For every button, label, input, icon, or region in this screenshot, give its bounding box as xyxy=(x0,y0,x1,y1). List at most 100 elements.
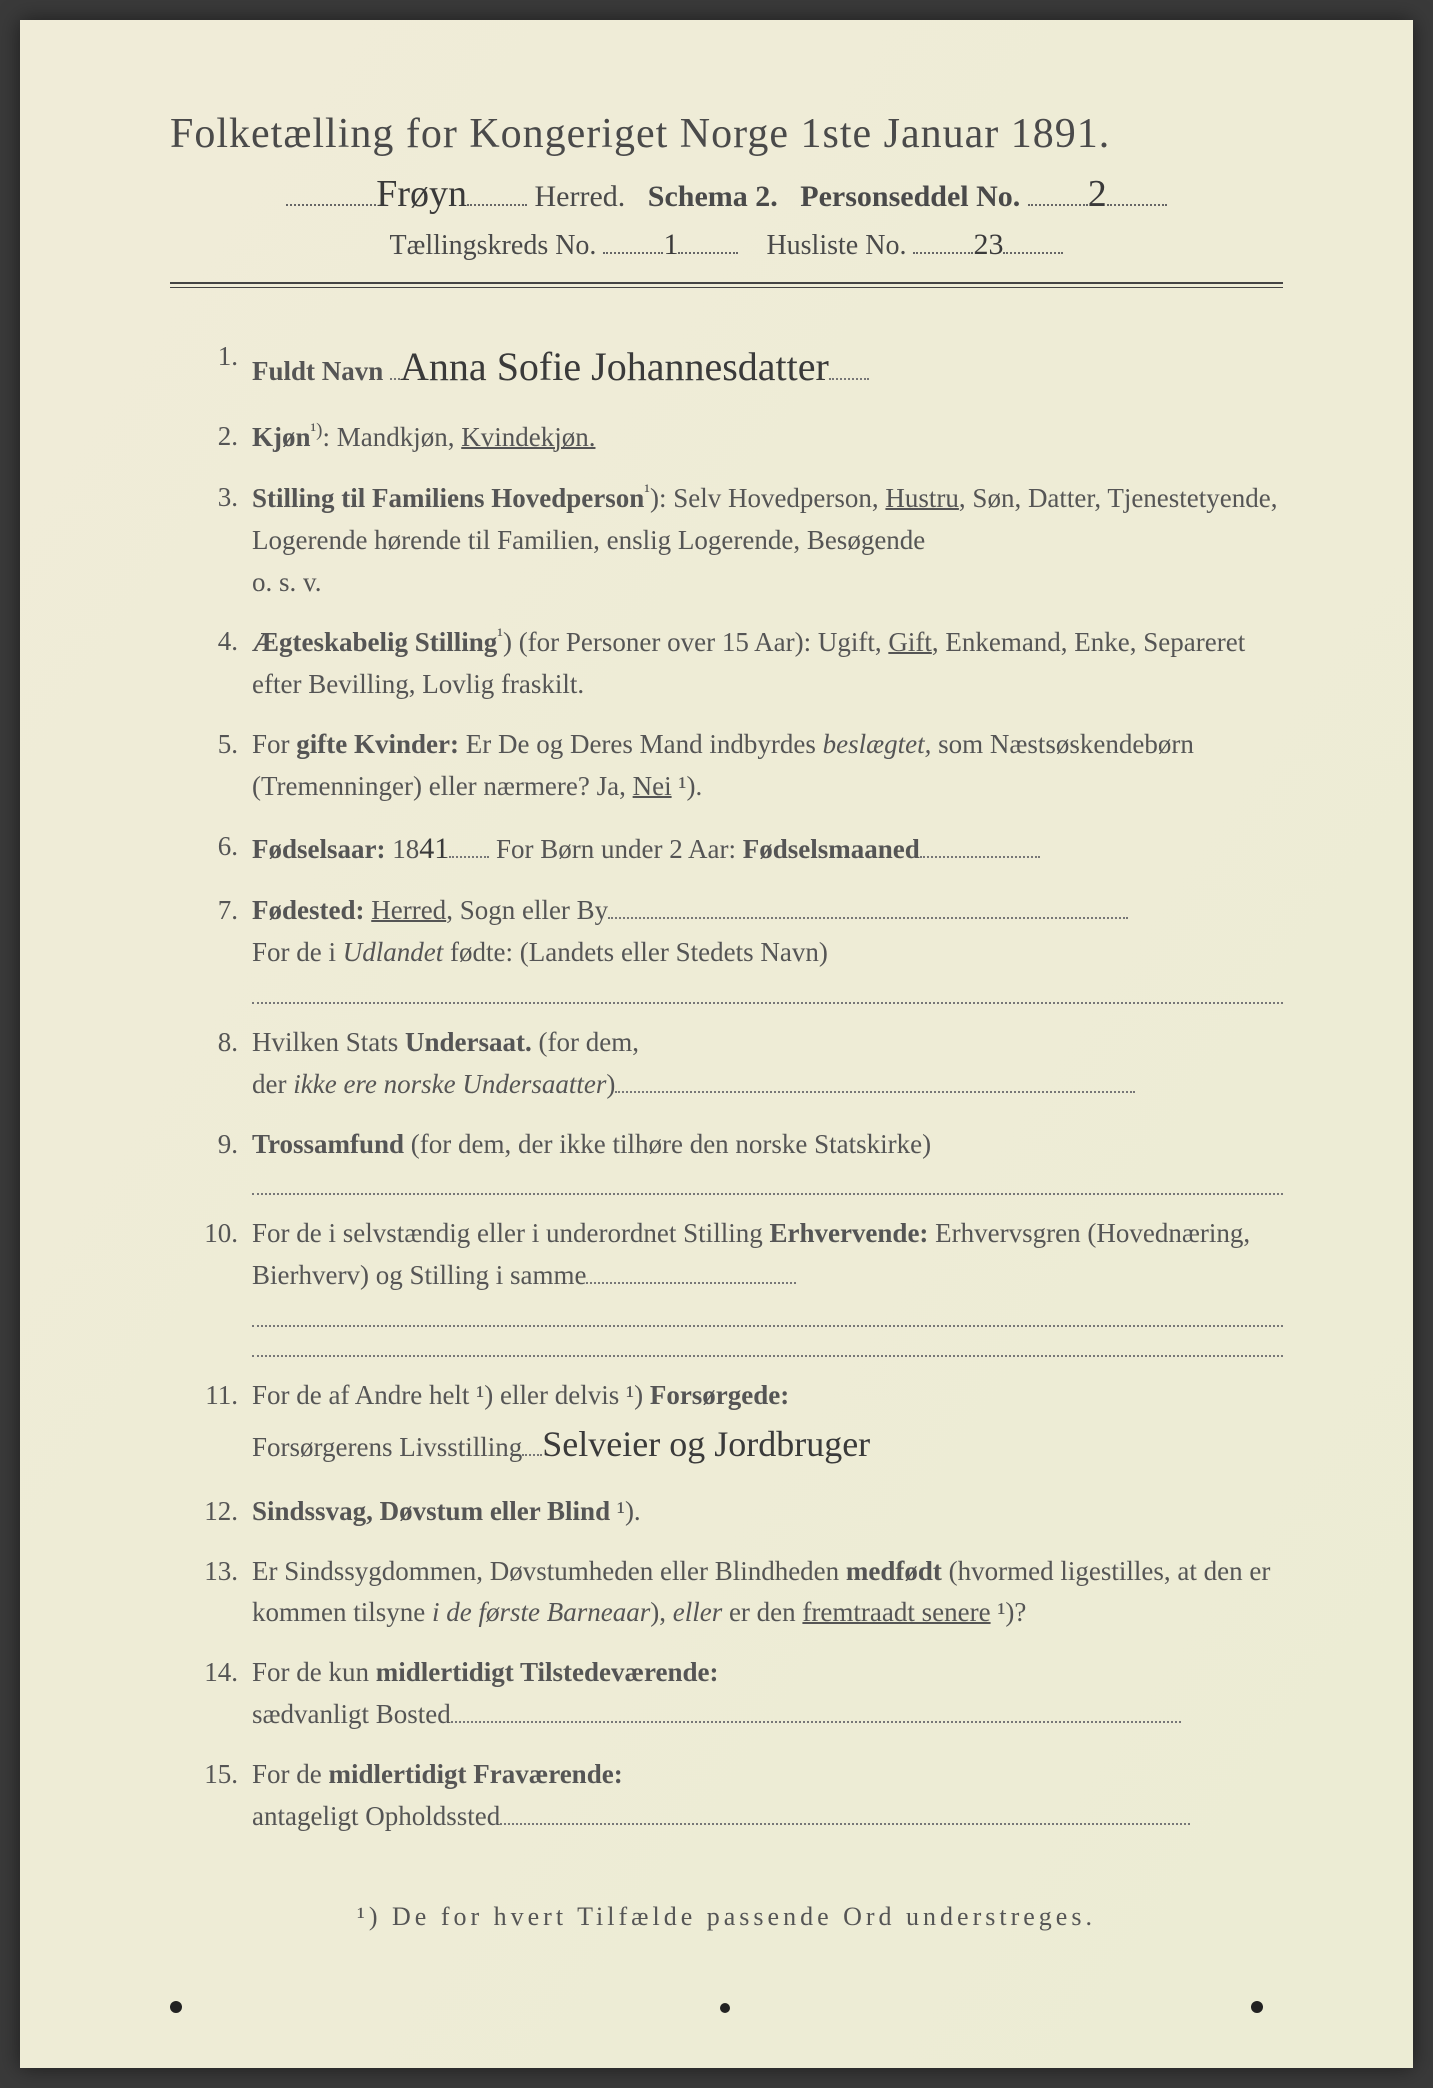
kreds-no-handwriting: 1 xyxy=(663,228,678,261)
q4-gift: Gift xyxy=(888,627,932,657)
q13-g: er den xyxy=(722,1597,802,1627)
q2-kvindekjon: Kvindekjøn. xyxy=(461,422,595,452)
q6-b: 18 xyxy=(385,834,419,864)
q13-h: fremtraadt senere xyxy=(802,1597,990,1627)
dots xyxy=(913,226,973,254)
q13-e: ), xyxy=(650,1597,673,1627)
q6-year-handwriting: 41 xyxy=(419,832,449,865)
q5-a: For xyxy=(252,729,296,759)
form-body: Fuldt Navn Anna Sofie Johannesdatter Kjø… xyxy=(170,336,1283,1838)
q8-b: Undersaat. xyxy=(405,1027,532,1057)
q14-b: midlertidigt Tilstedeværende: xyxy=(376,1657,719,1687)
dots xyxy=(449,856,489,858)
item-1: Fuldt Navn Anna Sofie Johannesdatter xyxy=(190,336,1283,398)
subtitle-row-1: Frøyn Herred. Schema 2. Personseddel No.… xyxy=(170,172,1283,216)
q2-text-a: : Mandkjøn, xyxy=(322,422,461,452)
q13-d: i de første Barneaar xyxy=(432,1597,650,1627)
q3-osv: o. s. v. xyxy=(252,567,322,597)
hole-mark-icon xyxy=(170,2001,182,2013)
q13-a: Er Sindssygdommen, Døvstumheden eller Bl… xyxy=(252,1556,846,1586)
dots xyxy=(615,1091,1135,1093)
q11-c: Forsørgerens Livsstilling xyxy=(252,1432,522,1462)
census-form-page: Folketælling for Kongeriget Norge 1ste J… xyxy=(20,20,1413,2068)
q12-b: ¹). xyxy=(610,1496,641,1526)
herred-label: Herred. xyxy=(535,180,626,213)
item-4: Ægteskabelig Stilling¹) (for Personer ov… xyxy=(190,621,1283,706)
dotted-line xyxy=(252,1325,1283,1327)
husliste-label: Husliste No. xyxy=(766,230,906,261)
q5-d: beslægtet, xyxy=(823,729,932,759)
q8-e: ikke ere norske Undersaatter xyxy=(293,1069,606,1099)
q14-a: For de kun xyxy=(252,1657,376,1687)
item-11: For de af Andre helt ¹) eller delvis ¹) … xyxy=(190,1375,1283,1473)
dots xyxy=(603,226,663,254)
item-13: Er Sindssygdommen, Døvstumheden eller Bl… xyxy=(190,1551,1283,1635)
q4-label: Ægteskabelig Stilling xyxy=(252,627,497,657)
q7-d: Udlandet xyxy=(343,937,444,967)
schema-label: Schema 2. xyxy=(648,180,778,213)
footnote-section: ¹) De for hvert Tilfælde passende Ord un… xyxy=(170,1878,1283,1932)
q10-a: For de i selvstændig eller i underordnet… xyxy=(252,1218,769,1248)
q13-f: eller xyxy=(673,1597,722,1627)
item-6: Fødselsaar: 1841 For Børn under 2 Aar: F… xyxy=(190,826,1283,873)
q5-f: ¹). xyxy=(672,771,703,801)
q11-b: Forsørgede: xyxy=(650,1380,789,1410)
q13-i: ¹)? xyxy=(991,1597,1027,1627)
q6-a: Fødselsaar: xyxy=(252,834,385,864)
subtitle-row-2: Tællingskreds No. 1 Husliste No. 23 xyxy=(170,226,1283,262)
q14-c: sædvanligt Bosted xyxy=(252,1699,451,1729)
dots xyxy=(522,1454,542,1456)
item-15: For de midlertidigt Fraværende: antageli… xyxy=(190,1754,1283,1838)
superscript: ¹) xyxy=(311,420,323,441)
q8-f: ) xyxy=(606,1069,615,1099)
dots xyxy=(286,176,376,206)
personseddel-no-handwriting: 2 xyxy=(1088,172,1107,216)
item-3: Stilling til Familiens Hovedperson¹): Se… xyxy=(190,477,1283,604)
q6-d: Fødselsmaaned xyxy=(743,834,920,864)
q7-e: fødte: (Landets eller Stedets Navn) xyxy=(443,937,828,967)
q5-nei: Nei xyxy=(633,771,672,801)
q5-c: Er De og Deres Mand indbyrdes xyxy=(459,729,823,759)
q3-hustru: Hustru xyxy=(885,483,959,513)
personseddel-label: Personseddel No. xyxy=(800,180,1020,213)
q5-b: gifte Kvinder: xyxy=(296,729,459,759)
dots xyxy=(467,176,527,206)
kreds-label: Tællingskreds No. xyxy=(390,230,597,261)
item-10: For de i selvstændig eller i underordnet… xyxy=(190,1213,1283,1357)
hole-mark-icon xyxy=(720,2003,730,2013)
q9-a: Trossamfund xyxy=(252,1129,404,1159)
q1-label: Fuldt Navn xyxy=(252,356,383,386)
q6-c: For Børn under 2 Aar: xyxy=(489,834,742,864)
question-list: Fuldt Navn Anna Sofie Johannesdatter Kjø… xyxy=(190,336,1283,1838)
item-8: Hvilken Stats Undersaat. (for dem, der i… xyxy=(190,1022,1283,1106)
q7-b: , Sogn eller By xyxy=(446,895,608,925)
dots xyxy=(829,378,869,380)
q8-a: Hvilken Stats xyxy=(252,1027,405,1057)
q7-herred: Herred xyxy=(371,895,446,925)
dots xyxy=(608,917,1128,919)
q7-c: For de i xyxy=(252,937,343,967)
dots xyxy=(451,1721,1181,1723)
q12-a: Sindssvag, Døvstum eller Blind xyxy=(252,1496,610,1526)
q3-text-a: ): Selv Hovedperson, xyxy=(650,483,885,513)
dotted-line xyxy=(252,1002,1283,1004)
dots xyxy=(1107,176,1167,206)
item-14: For de kun midlertidigt Tilstedeværende:… xyxy=(190,1652,1283,1736)
q11-a: For de af Andre helt ¹) eller delvis ¹) xyxy=(252,1380,650,1410)
footnote-text: ¹) De for hvert Tilfælde passende Ord un… xyxy=(170,1902,1283,1932)
dots xyxy=(1003,226,1063,254)
dots xyxy=(678,226,738,254)
item-7: Fødested: Herred, Sogn eller By For de i… xyxy=(190,890,1283,1004)
q13-b: medfødt xyxy=(846,1556,942,1586)
hole-mark-icon xyxy=(1251,2001,1263,2013)
q11-handwriting: Selveier og Jordbruger xyxy=(542,1417,870,1473)
dotted-line xyxy=(252,1355,1283,1357)
q3-label: Stilling til Familiens Hovedperson xyxy=(252,483,644,513)
item-12: Sindssvag, Døvstum eller Blind ¹). xyxy=(190,1491,1283,1533)
main-title: Folketælling for Kongeriget Norge 1ste J… xyxy=(170,110,1283,158)
q9-b: (for dem, der ikke tilhøre den norske St… xyxy=(404,1129,931,1159)
q15-b: midlertidigt Fraværende: xyxy=(329,1759,623,1789)
dots xyxy=(390,378,400,380)
dots xyxy=(920,856,1040,858)
q7-a: Fødested: xyxy=(252,895,364,925)
